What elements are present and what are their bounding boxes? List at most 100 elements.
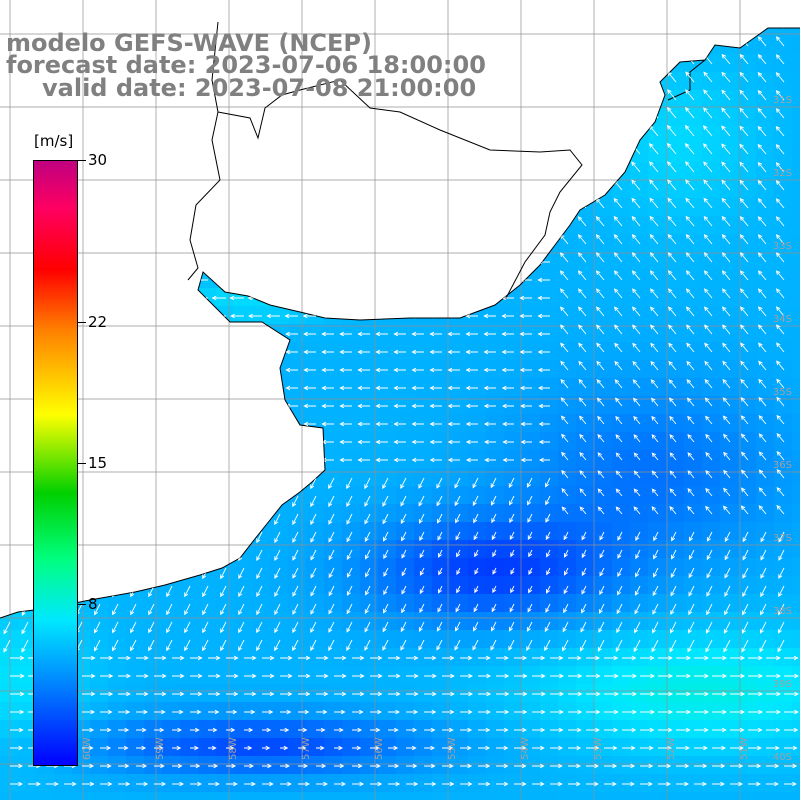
- wind-arrow: [303, 259, 316, 265]
- wind-arrow: [501, 313, 514, 319]
- wind-speed-cell: [360, 522, 378, 540]
- wind-arrow: [759, 1, 767, 10]
- wind-arrow: [581, 531, 587, 541]
- title-model: modelo GEFS-WAVE (NCEP): [6, 29, 372, 57]
- wind-arrow: [561, 506, 569, 515]
- wind-arrow: [568, 781, 581, 787]
- wind-arrow: [15, 349, 28, 355]
- wind-speed-cell: [486, 324, 504, 342]
- wind-speed-cell: [450, 414, 468, 432]
- wind-speed-cell: [306, 666, 324, 684]
- wind-arrow: [615, 639, 623, 653]
- wind-arrow: [266, 277, 280, 283]
- wind-speed-cell: [486, 252, 504, 270]
- wind-speed-cell: [108, 774, 126, 792]
- wind-speed-cell: [450, 378, 468, 396]
- wind-speed-cell: [486, 126, 504, 144]
- wind-arrow: [667, 53, 677, 65]
- wind-speed-cell: [486, 774, 504, 792]
- wind-speed-cell: [90, 774, 108, 792]
- wind-speed-cell: [288, 738, 306, 756]
- wind-speed-cell: [270, 288, 288, 306]
- wind-arrow: [172, 727, 182, 733]
- wind-arrow: [141, 187, 154, 193]
- wind-speed-cell: [342, 648, 360, 666]
- wind-speed-cell: [558, 720, 576, 738]
- wind-arrow: [668, 324, 677, 335]
- wind-speed-cell: [504, 576, 522, 594]
- wind-speed-cell: [0, 252, 18, 270]
- wind-arrow: [15, 403, 28, 409]
- wind-speed-cell: [414, 378, 432, 396]
- wind-speed-cell: [162, 540, 180, 558]
- wind-arrow: [519, 223, 532, 229]
- wind-arrow: [328, 567, 335, 579]
- wind-speed-cell: [558, 684, 576, 702]
- wind-speed-cell: [270, 540, 288, 558]
- wind-speed-cell: [180, 216, 198, 234]
- wind-arrow: [411, 28, 424, 31]
- wind-arrow: [740, 397, 749, 407]
- wind-speed-cell: [558, 54, 576, 72]
- wind-arrow: [509, 603, 515, 613]
- wind-arrow: [514, 781, 527, 787]
- wind-arrow: [292, 621, 299, 634]
- wind-speed-cell: [684, 684, 702, 702]
- wind-arrow: [159, 169, 172, 175]
- wind-speed-cell: [144, 450, 162, 468]
- wind-speed-cell: [468, 252, 486, 270]
- wind-arrow: [649, 89, 659, 101]
- wind-speed-cell: [162, 594, 180, 612]
- wind-speed-cell: [612, 702, 630, 720]
- wind-speed-cell: [234, 612, 252, 630]
- wind-speed-cell: [0, 648, 18, 666]
- wind-arrow: [195, 457, 208, 463]
- wind-arrow: [230, 331, 244, 337]
- wind-arrow: [159, 151, 172, 157]
- wind-speed-cell: [378, 360, 396, 378]
- wind-speed-cell: [432, 468, 450, 486]
- wind-arrow: [460, 781, 473, 787]
- wind-speed-cell: [522, 486, 540, 504]
- latitude-label: 32S: [773, 168, 792, 179]
- wind-arrow: [0, 385, 10, 391]
- wind-arrow: [177, 457, 190, 463]
- wind-arrow: [631, 53, 641, 65]
- wind-speed-cell: [450, 792, 468, 800]
- wind-arrow: [158, 295, 172, 301]
- wind-arrow: [705, 1, 713, 10]
- latitude-label: 39S: [773, 679, 792, 690]
- wind-arrow: [667, 215, 677, 227]
- wind-arrow: [249, 115, 262, 121]
- wind-arrow: [760, 531, 767, 543]
- wind-arrow: [676, 781, 690, 787]
- wind-arrow: [586, 655, 601, 661]
- wind-speed-cell: [342, 360, 360, 378]
- wind-speed-cell: [180, 360, 198, 378]
- wind-speed-cell: [360, 702, 378, 720]
- wind-speed-cell: [306, 0, 324, 18]
- wind-arrow: [177, 385, 190, 391]
- wind-speed-cell: [576, 738, 594, 756]
- wind-arrow: [723, 639, 731, 653]
- wind-speed-cell: [522, 756, 540, 774]
- wind-arrow: [283, 295, 298, 301]
- wind-arrow: [212, 331, 226, 337]
- wind-arrow: [190, 673, 203, 679]
- wind-arrow: [775, 108, 785, 119]
- wind-speed-cell: [198, 558, 216, 576]
- wind-speed-cell: [162, 324, 180, 342]
- wind-arrow: [510, 567, 515, 575]
- wind-arrow: [230, 277, 244, 283]
- wind-arrow: [274, 567, 281, 579]
- wind-arrow: [632, 360, 641, 371]
- wind-arrow: [784, 655, 799, 661]
- wind-speed-cell: [558, 558, 576, 576]
- wind-speed-cell: [162, 630, 180, 648]
- wind-speed-cell: [0, 216, 18, 234]
- wind-arrow: [579, 415, 587, 425]
- wind-arrow: [478, 745, 491, 751]
- wind-arrow: [501, 349, 514, 355]
- wind-arrow: [649, 53, 659, 65]
- wind-arrow: [520, 403, 532, 409]
